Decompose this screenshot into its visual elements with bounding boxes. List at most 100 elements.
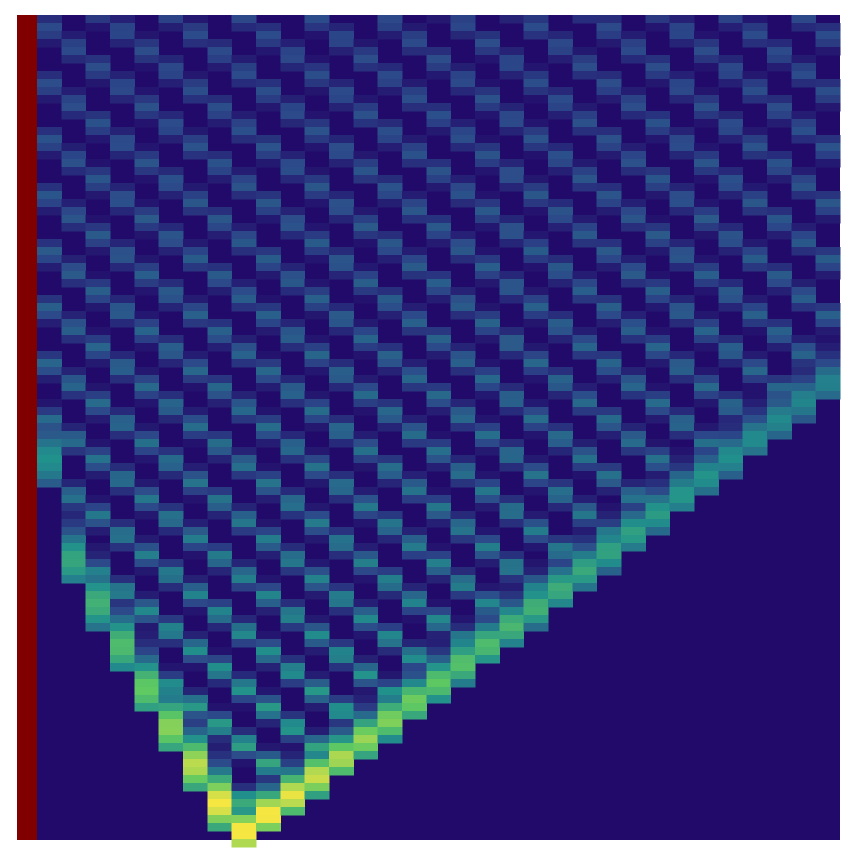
heatmap-cell bbox=[499, 351, 525, 360]
heatmap-cell bbox=[110, 663, 135, 672]
heatmap-cell bbox=[280, 791, 306, 800]
heatmap-cell bbox=[377, 583, 403, 592]
heatmap-cell bbox=[280, 399, 306, 408]
heatmap-cell bbox=[231, 23, 257, 32]
heatmap-cell bbox=[572, 567, 598, 576]
heatmap-cell bbox=[207, 567, 233, 576]
heatmap-cell bbox=[256, 295, 281, 304]
heatmap-cell bbox=[548, 111, 573, 120]
heatmap-cell bbox=[207, 735, 233, 744]
heatmap-cell bbox=[256, 207, 281, 216]
heatmap-cell bbox=[353, 567, 379, 576]
heatmap-cell bbox=[718, 111, 744, 120]
heatmap-cell bbox=[353, 383, 379, 392]
heatmap-cell bbox=[85, 583, 111, 592]
heatmap-cell bbox=[231, 287, 257, 296]
heatmap-cell bbox=[742, 447, 768, 456]
heatmap-cell bbox=[767, 431, 792, 440]
heatmap-cell bbox=[304, 743, 330, 752]
heatmap-cell bbox=[134, 175, 160, 184]
heatmap-cell bbox=[718, 15, 744, 24]
heatmap-cell bbox=[134, 215, 160, 224]
heatmap-cell bbox=[621, 527, 646, 536]
heatmap-cell bbox=[402, 247, 427, 256]
heatmap-cell bbox=[450, 455, 476, 464]
heatmap-cell bbox=[475, 391, 500, 400]
heatmap-cell bbox=[256, 407, 281, 416]
heatmap-cell bbox=[207, 103, 233, 112]
heatmap-cell bbox=[548, 327, 573, 336]
heatmap-cell bbox=[183, 527, 208, 536]
heatmap-cell bbox=[499, 447, 525, 456]
heatmap-cell bbox=[548, 311, 573, 320]
heatmap-cell bbox=[256, 471, 281, 480]
heatmap-cell bbox=[256, 687, 281, 696]
heatmap-cell bbox=[85, 15, 111, 24]
heatmap-cell bbox=[231, 359, 257, 368]
heatmap-cell bbox=[256, 247, 281, 256]
heatmap-cell bbox=[280, 751, 306, 760]
heatmap-cell bbox=[256, 383, 281, 392]
heatmap-cell bbox=[207, 711, 233, 720]
heatmap-cell bbox=[158, 223, 184, 232]
heatmap-cell bbox=[110, 23, 135, 32]
heatmap-cell bbox=[231, 807, 257, 816]
heatmap-cell bbox=[645, 63, 671, 72]
heatmap-cell bbox=[134, 343, 160, 352]
heatmap-cell bbox=[377, 639, 403, 648]
heatmap-cell bbox=[37, 255, 62, 264]
heatmap-cell bbox=[85, 79, 111, 88]
heatmap-cell bbox=[134, 655, 160, 664]
heatmap-cell bbox=[158, 615, 184, 624]
heatmap-cell bbox=[207, 175, 233, 184]
heatmap-cell bbox=[231, 15, 257, 24]
heatmap-cell bbox=[158, 511, 184, 520]
heatmap-cell bbox=[523, 183, 549, 192]
heatmap-cell bbox=[402, 479, 427, 488]
heatmap-cell bbox=[61, 447, 87, 456]
heatmap-cell bbox=[329, 263, 354, 272]
heatmap-cell bbox=[280, 383, 306, 392]
heatmap-cell bbox=[304, 55, 330, 64]
heatmap-cell bbox=[110, 319, 135, 328]
heatmap-cell bbox=[256, 807, 281, 816]
heatmap-cell bbox=[353, 599, 379, 608]
heatmap-cell bbox=[426, 15, 452, 24]
heatmap-cell bbox=[499, 599, 525, 608]
heatmap-cell bbox=[426, 519, 452, 528]
heatmap-cell bbox=[37, 199, 62, 208]
heatmap-cell bbox=[596, 407, 622, 416]
heatmap-cell bbox=[231, 751, 257, 760]
heatmap-cell bbox=[183, 367, 208, 376]
heatmap-cell bbox=[548, 431, 573, 440]
heatmap-cell bbox=[621, 495, 646, 504]
heatmap-cell bbox=[231, 247, 257, 256]
heatmap-cell bbox=[718, 423, 744, 432]
heatmap-cell bbox=[134, 31, 160, 40]
heatmap-cell bbox=[158, 447, 184, 456]
heatmap-cell bbox=[37, 151, 62, 160]
heatmap-cell bbox=[231, 335, 257, 344]
heatmap-cell bbox=[694, 159, 719, 168]
heatmap-cell bbox=[694, 479, 719, 488]
heatmap-cell bbox=[37, 239, 62, 248]
heatmap-cell bbox=[742, 95, 768, 104]
heatmap-cell bbox=[475, 167, 500, 176]
heatmap-cell bbox=[499, 639, 525, 648]
heatmap-cell bbox=[523, 535, 549, 544]
heatmap-cell bbox=[499, 575, 525, 584]
heatmap-cell bbox=[37, 23, 62, 32]
heatmap-cell bbox=[742, 423, 768, 432]
heatmap-cell bbox=[426, 663, 452, 672]
heatmap-cell bbox=[280, 263, 306, 272]
heatmap-cell bbox=[499, 391, 525, 400]
heatmap-cell bbox=[85, 135, 111, 144]
heatmap-cell bbox=[548, 599, 573, 608]
heatmap-cell bbox=[669, 303, 695, 312]
heatmap-cell bbox=[110, 127, 135, 136]
heatmap-cell bbox=[475, 383, 500, 392]
heatmap-cell bbox=[304, 783, 330, 792]
heatmap-cell bbox=[134, 703, 160, 712]
heatmap-cell bbox=[426, 287, 452, 296]
heatmap-cell bbox=[377, 471, 403, 480]
